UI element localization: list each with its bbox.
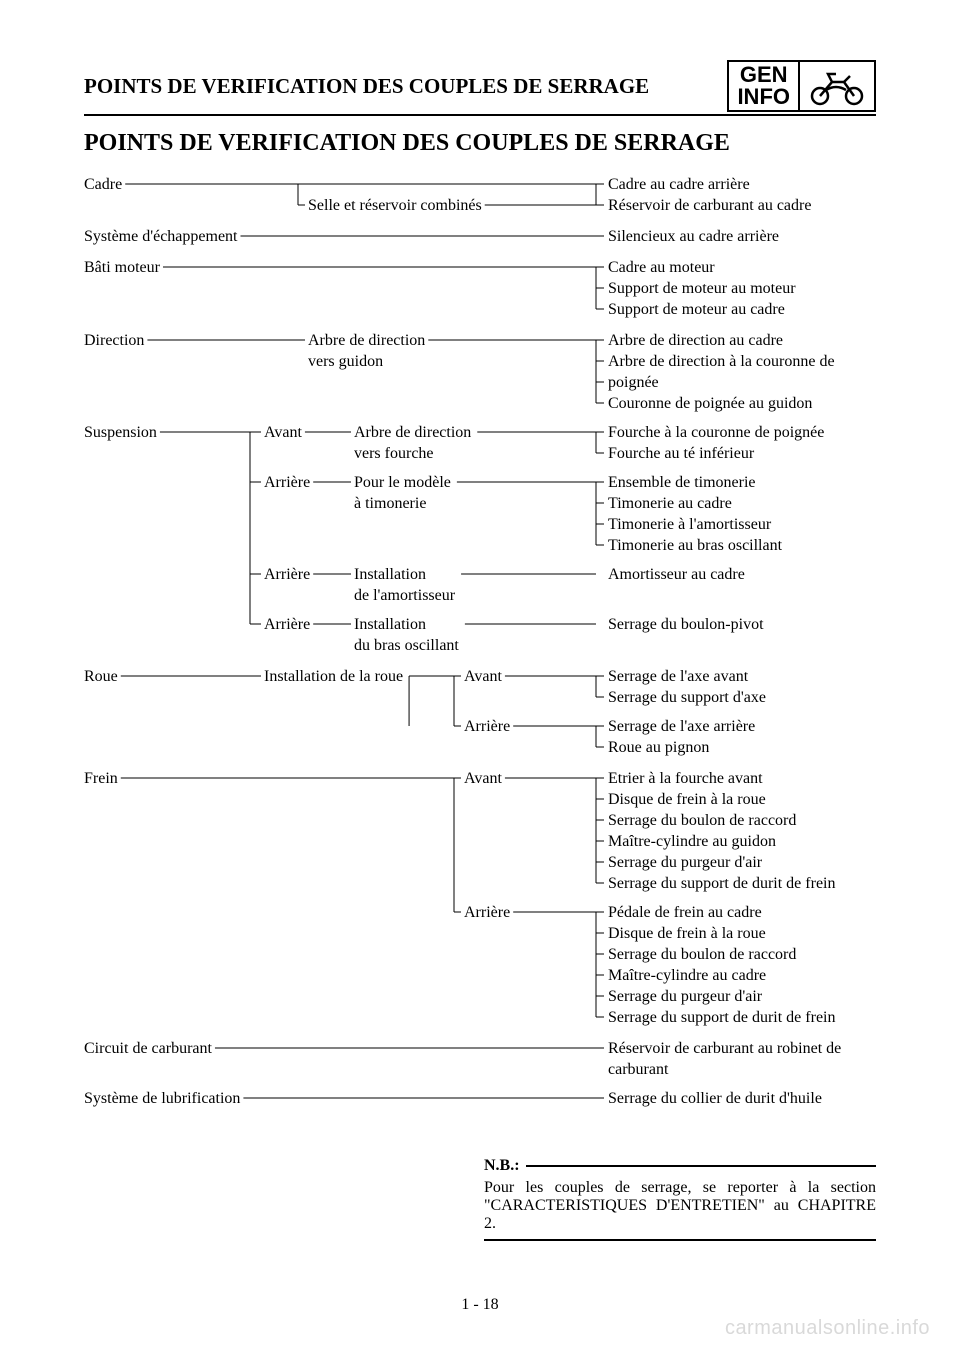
svg-text:Avant: Avant <box>464 668 502 685</box>
svg-text:Support de moteur au moteur: Support de moteur au moteur <box>608 280 796 297</box>
svg-text:Timonerie au bras oscillant: Timonerie au bras oscillant <box>608 537 783 554</box>
note-rule-icon <box>526 1165 876 1167</box>
svg-text:Réservoir de carburant au robi: Réservoir de carburant au robinet de <box>608 1040 841 1057</box>
svg-text:Serrage du support de durit de: Serrage du support de durit de frein <box>608 1009 835 1026</box>
svg-text:Système d'échappement: Système d'échappement <box>84 228 238 245</box>
svg-text:à timonerie: à timonerie <box>354 495 426 512</box>
svg-text:Direction: Direction <box>84 332 144 349</box>
svg-text:Réservoir de carburant au cadr: Réservoir de carburant au cadre <box>608 197 811 214</box>
svg-text:Maître-cylindre au guidon: Maître-cylindre au guidon <box>608 833 776 850</box>
svg-text:Cadre: Cadre <box>84 176 122 193</box>
svg-text:Support de moteur au cadre: Support de moteur au cadre <box>608 301 785 318</box>
svg-text:Arbre de direction: Arbre de direction <box>354 424 471 441</box>
page-header: POINTS DE VERIFICATION DES COUPLES DE SE… <box>84 60 876 116</box>
svg-text:Serrage de l'axe avant: Serrage de l'axe avant <box>608 668 749 685</box>
svg-text:Frein: Frein <box>84 770 118 787</box>
svg-text:Arrière: Arrière <box>264 566 310 583</box>
svg-text:Arrière: Arrière <box>464 904 510 921</box>
svg-text:Roue: Roue <box>84 668 118 685</box>
svg-text:Cadre au cadre arrière: Cadre au cadre arrière <box>608 176 750 193</box>
svg-text:carburant: carburant <box>608 1061 669 1078</box>
note-head: N.B.: <box>484 1157 520 1175</box>
svg-text:Serrage du boulon de raccord: Serrage du boulon de raccord <box>608 812 796 829</box>
svg-text:Arbre de direction à la couron: Arbre de direction à la couronne de <box>608 353 835 370</box>
svg-text:Arbre de direction: Arbre de direction <box>308 332 425 349</box>
svg-text:Silencieux au cadre arrière: Silencieux au cadre arrière <box>608 228 779 245</box>
svg-text:Timonerie à l'amortisseur: Timonerie à l'amortisseur <box>608 516 772 533</box>
svg-text:Suspension: Suspension <box>84 424 157 441</box>
svg-text:Avant: Avant <box>264 424 302 441</box>
gen-line2: INFO <box>737 86 790 108</box>
svg-text:Disque de frein à la roue: Disque de frein à la roue <box>608 925 766 942</box>
svg-text:Serrage du support d'axe: Serrage du support d'axe <box>608 689 766 706</box>
running-title: POINTS DE VERIFICATION DES COUPLES DE SE… <box>84 74 649 99</box>
svg-text:Arrière: Arrière <box>464 718 510 735</box>
svg-text:Arrière: Arrière <box>264 474 310 491</box>
svg-text:de l'amortisseur: de l'amortisseur <box>354 587 456 604</box>
svg-text:Timonerie au cadre: Timonerie au cadre <box>608 495 732 512</box>
svg-text:Installation de la roue: Installation de la roue <box>264 668 403 685</box>
svg-text:du bras oscillant: du bras oscillant <box>354 637 459 654</box>
svg-text:Arbre de direction au cadre: Arbre de direction au cadre <box>608 332 783 349</box>
svg-text:Avant: Avant <box>464 770 502 787</box>
svg-text:Installation: Installation <box>354 616 426 633</box>
svg-text:Amortisseur au cadre: Amortisseur au cadre <box>608 566 745 583</box>
svg-text:Ensemble de timonerie: Ensemble de timonerie <box>608 474 756 491</box>
watermark: carmanualsonline.info <box>725 1317 930 1340</box>
svg-text:Maître-cylindre au cadre: Maître-cylindre au cadre <box>608 967 766 984</box>
motorcycle-icon <box>800 60 876 112</box>
note-end-rule-icon <box>484 1239 876 1241</box>
torque-tree: Cadre Cadre au cadre arrière Selle et rése… <box>84 175 876 1137</box>
svg-text:Couronne de poignée au guidon: Couronne de poignée au guidon <box>608 395 812 412</box>
header-badge: GEN INFO <box>727 60 876 112</box>
svg-text:Serrage du boulon-pivot: Serrage du boulon-pivot <box>608 616 764 633</box>
gen-info-box: GEN INFO <box>727 60 800 112</box>
page-title: POINTS DE VERIFICATION DES COUPLES DE SE… <box>84 130 876 157</box>
svg-text:Cadre au moteur: Cadre au moteur <box>608 259 715 276</box>
svg-text:Fourche au té inférieur: Fourche au té inférieur <box>608 445 755 462</box>
svg-text:Selle et réservoir combinés: Selle et réservoir combinés <box>308 197 482 214</box>
svg-text:vers guidon: vers guidon <box>308 353 383 370</box>
page: POINTS DE VERIFICATION DES COUPLES DE SE… <box>0 0 960 1358</box>
svg-text:Serrage du collier de durit d': Serrage du collier de durit d'huile <box>608 1090 822 1107</box>
svg-text:poignée: poignée <box>608 374 659 391</box>
gen-line1: GEN <box>740 64 788 86</box>
svg-text:Serrage du purgeur d'air: Serrage du purgeur d'air <box>608 988 763 1005</box>
note-text: Pour les couples de serrage, se reporter… <box>484 1179 876 1233</box>
svg-text:Serrage du purgeur d'air: Serrage du purgeur d'air <box>608 854 763 871</box>
svg-text:Pour le modèle: Pour le modèle <box>354 474 451 491</box>
svg-text:Système de lubrification: Système de lubrification <box>84 1090 240 1107</box>
svg-text:Disque de frein à la roue: Disque de frein à la roue <box>608 791 766 808</box>
svg-text:Roue au pignon: Roue au pignon <box>608 739 709 756</box>
svg-text:Fourche à la couronne de poign: Fourche à la couronne de poignée <box>608 424 824 441</box>
svg-text:vers fourche: vers fourche <box>354 445 434 462</box>
svg-text:Installation: Installation <box>354 566 426 583</box>
svg-text:Serrage de l'axe arrière: Serrage de l'axe arrière <box>608 718 755 735</box>
svg-text:Bâti moteur: Bâti moteur <box>84 259 161 276</box>
note-block: N.B.: Pour les couples de serrage, se re… <box>484 1157 876 1241</box>
page-number: 1 - 18 <box>0 1296 960 1314</box>
svg-text:Arrière: Arrière <box>264 616 310 633</box>
svg-text:Circuit de carburant: Circuit de carburant <box>84 1040 213 1057</box>
svg-text:Serrage du support de durit de: Serrage du support de durit de frein <box>608 875 835 892</box>
svg-text:Pédale de frein au cadre: Pédale de frein au cadre <box>608 904 762 921</box>
svg-text:Serrage du boulon de raccord: Serrage du boulon de raccord <box>608 946 796 963</box>
svg-text:Etrier à la fourche avant: Etrier à la fourche avant <box>608 770 763 787</box>
